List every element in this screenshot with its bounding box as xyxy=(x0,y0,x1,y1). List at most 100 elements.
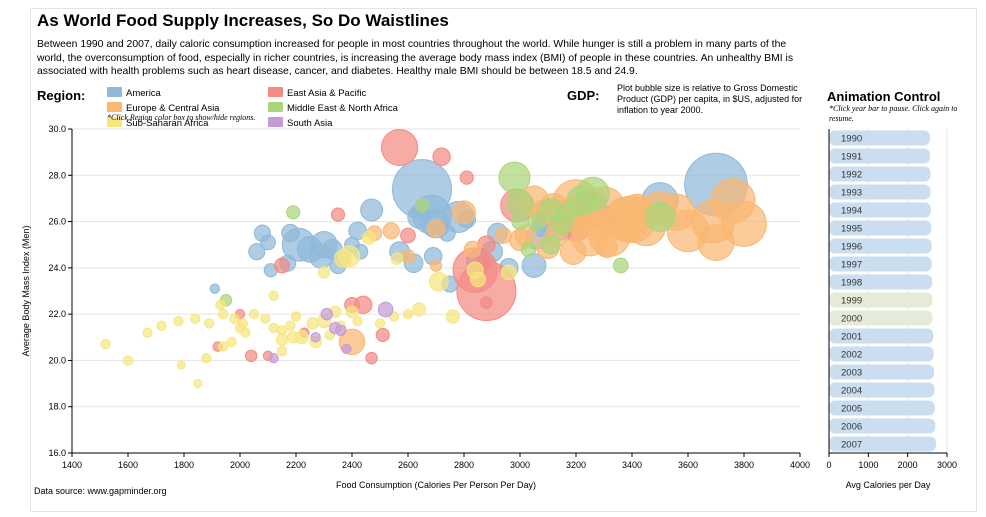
bubble[interactable] xyxy=(268,322,279,334)
bubble[interactable] xyxy=(511,212,529,231)
bubble[interactable] xyxy=(480,296,493,309)
year-bar-1998[interactable] xyxy=(829,274,933,290)
bubble[interactable] xyxy=(330,207,346,222)
bubble[interactable] xyxy=(156,320,167,331)
bubble[interactable] xyxy=(240,327,251,338)
bubble[interactable] xyxy=(335,324,347,337)
bubble[interactable] xyxy=(142,327,153,338)
year-bar-1993[interactable] xyxy=(829,184,931,200)
bubble[interactable] xyxy=(218,308,229,320)
bubble[interactable] xyxy=(361,230,376,245)
bubble[interactable] xyxy=(285,320,296,331)
year-bar-1991[interactable] xyxy=(829,148,931,164)
bubble[interactable] xyxy=(613,215,640,242)
bubble[interactable] xyxy=(540,234,561,255)
bubble[interactable] xyxy=(352,315,363,327)
year-bar-2007[interactable] xyxy=(829,436,936,452)
bubble[interactable] xyxy=(190,313,201,324)
bubble[interactable] xyxy=(595,236,618,258)
bubble[interactable] xyxy=(612,257,629,274)
bubble[interactable] xyxy=(345,305,359,319)
bubble[interactable] xyxy=(260,313,271,324)
bubble[interactable] xyxy=(527,212,547,231)
bubble[interactable] xyxy=(173,315,184,327)
legend-swatch[interactable] xyxy=(268,87,283,97)
legend-swatch[interactable] xyxy=(107,87,122,97)
bubble[interactable] xyxy=(286,331,300,344)
bubble[interactable] xyxy=(268,290,279,301)
bubble[interactable] xyxy=(429,259,443,272)
bubble[interactable] xyxy=(310,332,321,343)
bubble[interactable] xyxy=(377,301,394,318)
bubble[interactable] xyxy=(193,379,203,389)
bubble[interactable] xyxy=(248,243,266,261)
bubble[interactable] xyxy=(400,227,416,244)
legend-swatch[interactable] xyxy=(268,102,283,112)
year-bar-1999[interactable] xyxy=(829,292,933,308)
legend-item-middle-east-north-africa[interactable]: Middle East & North Africa xyxy=(268,102,398,115)
bubble[interactable] xyxy=(432,147,451,167)
bubble[interactable] xyxy=(209,283,220,294)
year-bar-2002[interactable] xyxy=(829,346,934,362)
year-bar-1997[interactable] xyxy=(829,256,932,272)
bubble[interactable] xyxy=(248,308,260,320)
bubble[interactable] xyxy=(697,223,735,261)
bubble[interactable] xyxy=(470,271,486,288)
bubble[interactable] xyxy=(494,226,512,245)
bubble[interactable] xyxy=(306,317,320,330)
bubble[interactable] xyxy=(290,311,302,322)
bubble[interactable] xyxy=(520,241,537,258)
legend-swatch[interactable] xyxy=(107,117,122,127)
legend-item-europe-central-asia[interactable]: Europe & Central Asia xyxy=(107,102,219,115)
legend-item-sub-saharan-africa[interactable]: Sub-Saharan Africa xyxy=(107,117,208,130)
bubble[interactable] xyxy=(402,308,414,320)
legend-item-america[interactable]: America xyxy=(107,87,161,100)
bubble[interactable] xyxy=(100,339,111,350)
year-bar-1994[interactable] xyxy=(829,202,931,218)
bubble[interactable] xyxy=(122,355,134,366)
legend-swatch[interactable] xyxy=(268,117,283,127)
bubble[interactable] xyxy=(276,325,288,336)
bubble[interactable] xyxy=(204,318,215,329)
bubble[interactable] xyxy=(412,302,427,317)
bubble[interactable] xyxy=(390,252,404,265)
bubble[interactable] xyxy=(286,205,301,220)
legend-item-south-asia[interactable]: South Asia xyxy=(268,117,332,130)
bubble[interactable] xyxy=(334,249,353,268)
bubble[interactable] xyxy=(400,249,416,264)
bubble[interactable] xyxy=(281,223,300,243)
bubble[interactable] xyxy=(382,222,400,240)
bubble[interactable] xyxy=(445,309,460,324)
bubble[interactable] xyxy=(428,271,449,292)
bubble[interactable] xyxy=(644,201,676,233)
bubble[interactable] xyxy=(360,198,384,222)
bubble[interactable] xyxy=(375,327,390,343)
bubble[interactable] xyxy=(320,307,334,321)
legend-item-east-asia-pacific[interactable]: East Asia & Pacific xyxy=(268,87,366,100)
bubble[interactable] xyxy=(381,128,419,167)
bubble[interactable] xyxy=(276,346,288,357)
bubble[interactable] xyxy=(452,200,476,225)
year-bar-2004[interactable] xyxy=(829,382,935,398)
bubble[interactable] xyxy=(268,352,279,364)
bubble[interactable] xyxy=(226,336,237,348)
bubble[interactable] xyxy=(275,333,289,346)
bubble[interactable] xyxy=(218,341,229,352)
bubble[interactable] xyxy=(463,240,481,258)
bubble[interactable] xyxy=(274,257,290,274)
bubble[interactable] xyxy=(244,349,258,363)
year-bar-1992[interactable] xyxy=(829,166,931,182)
bubble[interactable] xyxy=(229,313,240,324)
bubble[interactable] xyxy=(414,198,430,213)
year-bar-2001[interactable] xyxy=(829,328,934,344)
bubble[interactable] xyxy=(215,299,226,311)
year-bar-1996[interactable] xyxy=(829,238,932,254)
bubble[interactable] xyxy=(498,161,531,194)
year-bar-1990[interactable] xyxy=(829,130,931,146)
bubble[interactable] xyxy=(176,360,186,370)
year-bar-2005[interactable] xyxy=(829,400,935,416)
bubble[interactable] xyxy=(585,208,617,240)
bubble[interactable] xyxy=(557,201,578,223)
year-bar-2000[interactable] xyxy=(829,310,933,326)
bubble[interactable] xyxy=(260,234,276,251)
